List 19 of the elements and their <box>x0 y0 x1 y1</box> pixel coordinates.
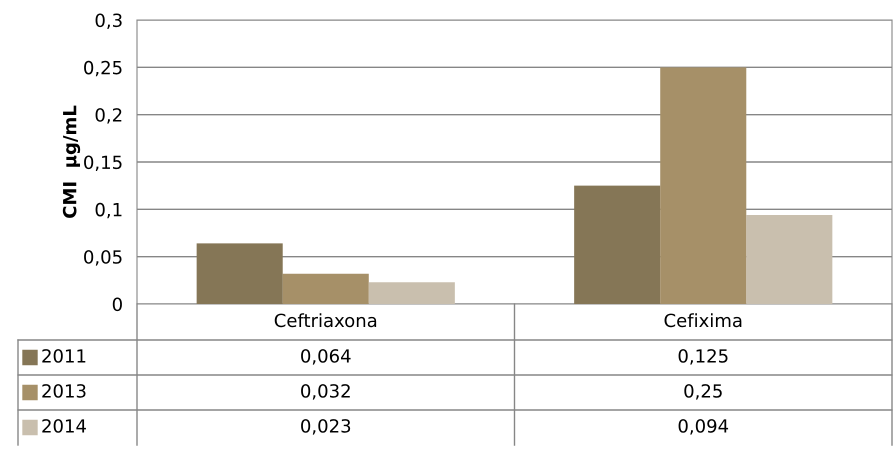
y-axis-title: CMI µg/mL <box>62 106 80 218</box>
legend-label: 2014 <box>42 419 86 433</box>
legend-label: 2011 <box>42 349 86 363</box>
data-label: 0,25 <box>684 384 722 400</box>
data-label: 0,064 <box>301 349 351 365</box>
y-tick-label: 0,1 <box>96 202 122 218</box>
y-tick-label: 0 <box>112 297 122 312</box>
data-label: 0,094 <box>678 419 728 435</box>
y-tick-label: 0,05 <box>84 250 122 266</box>
y-tick-label: 0,15 <box>84 155 122 171</box>
x-tick-label: Cefixima <box>664 313 742 328</box>
y-tick-label: 0,3 <box>96 13 122 29</box>
data-label: 0,032 <box>301 384 350 400</box>
y-tick-label: 0,2 <box>96 108 122 124</box>
x-tick-label: Ceftriaxona <box>274 313 376 328</box>
y-tick-label: 0,25 <box>84 60 122 76</box>
data-label: 0,023 <box>301 419 350 435</box>
data-label: 0,125 <box>678 349 728 365</box>
legend-label: 2013 <box>42 384 86 398</box>
